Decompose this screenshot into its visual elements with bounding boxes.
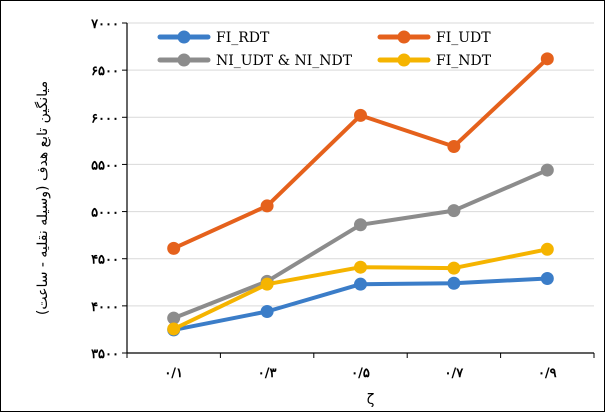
y-tick-label: ۳۵۰۰ bbox=[91, 347, 119, 362]
legend-label: NI_UDT & NI_NDT bbox=[216, 53, 353, 69]
y-tick-label: ۵۰۰۰ bbox=[91, 206, 119, 221]
y-tick-label: ۷۰۰۰ bbox=[90, 17, 119, 32]
data-point bbox=[541, 243, 554, 256]
legend-marker bbox=[178, 31, 191, 44]
data-point bbox=[447, 140, 460, 153]
y-axis-title: میانگین تابع هدف (وسیله نقلیه - ساعت) bbox=[34, 81, 51, 315]
legend-label: FI_RDT bbox=[216, 30, 270, 46]
data-point bbox=[354, 218, 367, 231]
x-tick-label: ۰/۳ bbox=[258, 366, 277, 381]
legend-label: FI_UDT bbox=[436, 30, 491, 46]
data-point bbox=[541, 52, 554, 65]
data-point bbox=[261, 305, 274, 318]
legend-label: FI_NDT bbox=[436, 53, 492, 69]
data-point bbox=[354, 261, 367, 274]
data-point bbox=[167, 322, 180, 335]
y-tick-label: ۶۵۰۰ bbox=[91, 64, 119, 79]
y-tick-label: ۵۵۰۰ bbox=[91, 158, 119, 173]
data-point bbox=[354, 109, 367, 122]
legend-marker bbox=[178, 54, 191, 67]
x-tick-label: ۰/۷ bbox=[445, 366, 465, 381]
x-tick-label: ۰/۹ bbox=[538, 366, 557, 381]
data-point bbox=[447, 277, 460, 290]
data-point bbox=[261, 199, 274, 212]
data-point bbox=[354, 278, 367, 291]
data-point bbox=[541, 164, 554, 177]
y-tick-label: ۴۵۰۰ bbox=[91, 253, 119, 268]
data-point bbox=[541, 272, 554, 285]
data-point bbox=[447, 204, 460, 217]
y-tick-label: ۶۰۰۰ bbox=[91, 111, 119, 126]
legend-marker bbox=[398, 54, 411, 67]
x-axis-title: ζ bbox=[367, 392, 375, 408]
legend-marker bbox=[398, 31, 411, 44]
data-point bbox=[447, 262, 460, 275]
x-tick-label: ۰/۵ bbox=[351, 366, 370, 381]
x-tick-label: ۰/۱ bbox=[164, 366, 183, 381]
y-tick-label: ۴۰۰۰ bbox=[91, 300, 119, 315]
data-point bbox=[167, 242, 180, 255]
data-point bbox=[261, 278, 274, 291]
